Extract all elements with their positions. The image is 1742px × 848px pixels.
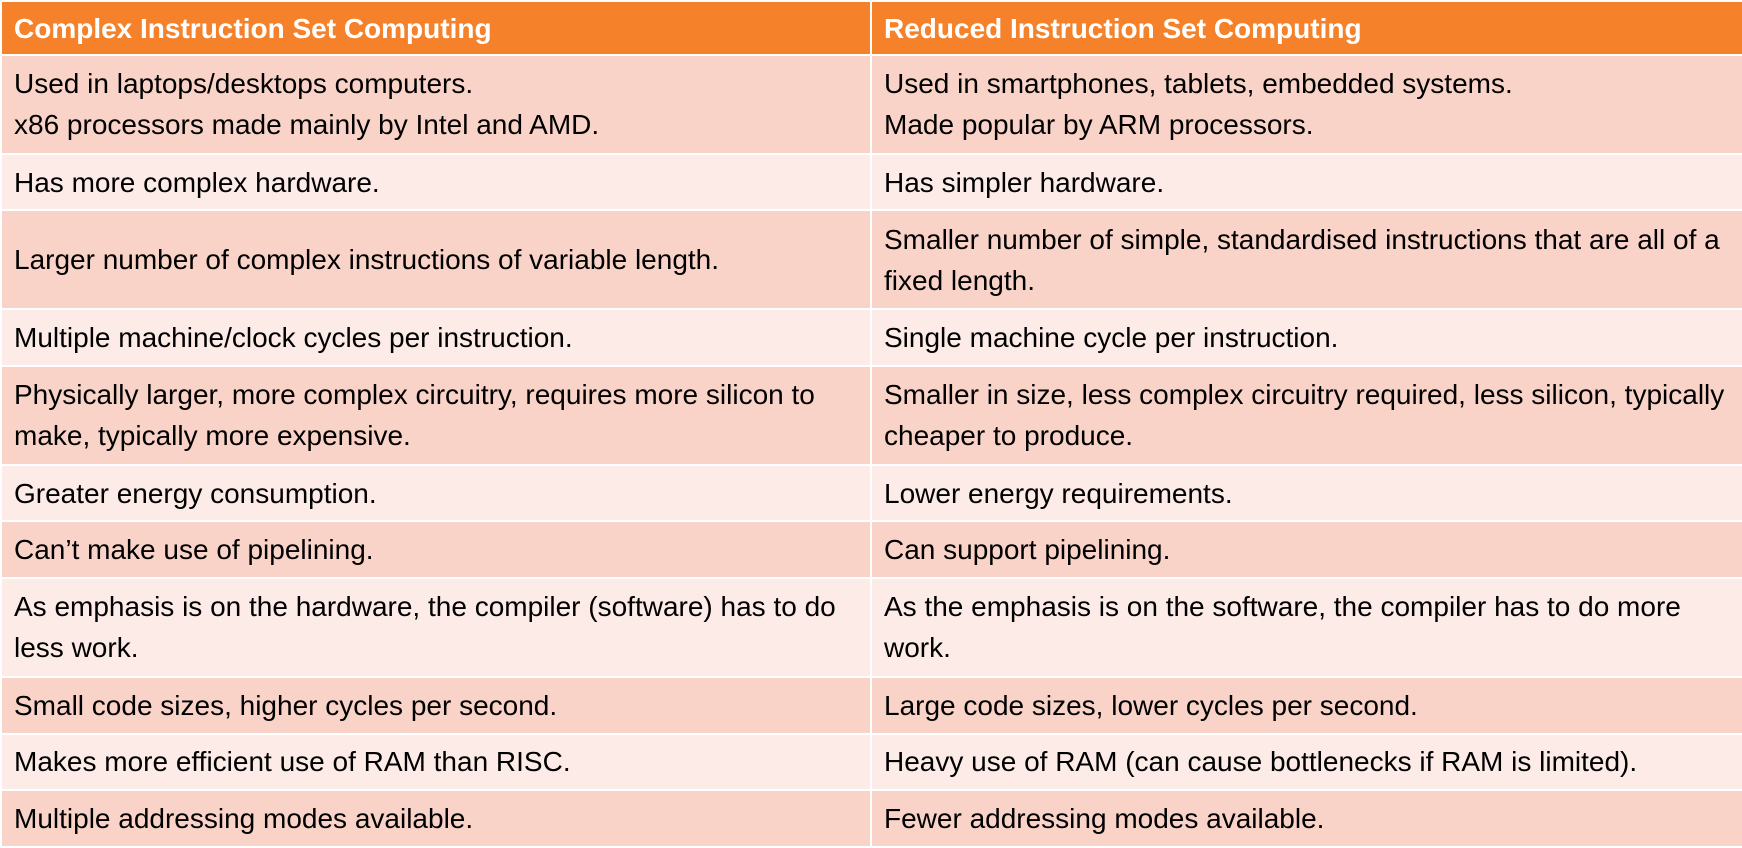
risc-cell: Has simpler hardware. [870,152,1742,212]
table-row: Makes more efficient use of RAM than RIS… [0,732,1742,792]
header-risc: Reduced Instruction Set Computing [870,0,1742,56]
table-row: Multiple machine/clock cycles per instru… [0,308,1742,367]
cisc-cell: Small code sizes, higher cycles per seco… [0,675,872,735]
header-cisc: Complex Instruction Set Computing [0,0,872,56]
risc-cell: Smaller in size, less complex circuitry … [870,364,1742,466]
cisc-cell: Has more complex hardware. [0,152,872,212]
cisc-cell: As emphasis is on the hardware, the comp… [0,577,872,678]
risc-cell: As the emphasis is on the software, the … [870,577,1742,678]
risc-cell: Smaller number of simple, standardised i… [870,209,1742,311]
risc-cell: Fewer addressing modes available. [870,789,1742,848]
cisc-cell: Larger number of complex instructions of… [0,209,872,311]
table-row: Can’t make use of pipelining. Can suppor… [0,520,1742,580]
table-row: Small code sizes, higher cycles per seco… [0,675,1742,735]
cisc-cell: Greater energy consumption. [0,463,872,523]
table-row: Physically larger, more complex circuitr… [0,364,1742,466]
risc-cell: Lower energy requirements. [870,463,1742,523]
cisc-cell: Used in laptops/desktops computers. x86 … [0,54,872,155]
risc-cell: Single machine cycle per instruction. [870,308,1742,367]
table-row: Multiple addressing modes available. Few… [0,789,1742,848]
table-row: Larger number of complex instructions of… [0,209,1742,311]
table-row: Has more complex hardware. Has simpler h… [0,152,1742,212]
risc-cell: Heavy use of RAM (can cause bottlenecks … [870,732,1742,792]
cisc-cell: Multiple machine/clock cycles per instru… [0,308,872,367]
cisc-cell: Makes more efficient use of RAM than RIS… [0,732,872,792]
table-row: Used in laptops/desktops computers. x86 … [0,54,1742,155]
risc-cell: Can support pipelining. [870,520,1742,580]
table-row: Greater energy consumption. Lower energy… [0,463,1742,523]
risc-cell: Used in smartphones, tablets, embedded s… [870,54,1742,155]
cisc-cell: Physically larger, more complex circuitr… [0,364,872,466]
cisc-cell: Multiple addressing modes available. [0,789,872,848]
table-row: As emphasis is on the hardware, the comp… [0,577,1742,678]
cisc-cell: Can’t make use of pipelining. [0,520,872,580]
risc-cell: Large code sizes, lower cycles per secon… [870,675,1742,735]
header-row: Complex Instruction Set Computing Reduce… [0,0,1742,56]
